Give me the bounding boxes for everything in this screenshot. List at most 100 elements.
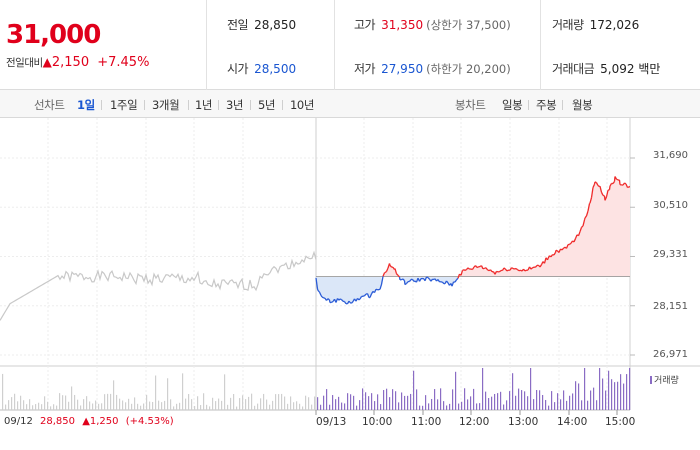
volume-bar bbox=[296, 401, 298, 410]
volume-legend: 거래량 bbox=[650, 373, 679, 386]
price-line-segment bbox=[546, 258, 549, 261]
price-line-segment bbox=[382, 272, 386, 277]
tab-3m[interactable]: 3개월 bbox=[152, 98, 180, 112]
volume-bar bbox=[317, 397, 319, 410]
volume-bar bbox=[368, 396, 370, 410]
price-line-segment bbox=[518, 269, 521, 272]
volume-bar bbox=[557, 393, 559, 410]
price-line-segment bbox=[574, 234, 578, 239]
volume-bar bbox=[566, 400, 568, 410]
price-line-segment bbox=[506, 269, 509, 272]
volume-bar bbox=[587, 400, 589, 410]
volume-bar bbox=[461, 401, 463, 410]
volume-bar bbox=[107, 393, 109, 410]
volume-bar bbox=[353, 395, 355, 410]
volume-bar bbox=[470, 396, 472, 410]
volume-bar bbox=[416, 389, 418, 410]
tab-5y[interactable]: 5년 bbox=[258, 98, 276, 112]
volume-bar bbox=[422, 405, 424, 410]
price-line-segment bbox=[401, 278, 404, 281]
price-line-segment bbox=[530, 267, 533, 270]
volume-bar bbox=[398, 402, 400, 410]
tab-10y[interactable]: 10년 bbox=[290, 98, 315, 112]
tab-3y[interactable]: 3년 bbox=[226, 98, 244, 112]
price-line-segment bbox=[464, 268, 467, 272]
above-baseline-area bbox=[383, 263, 398, 277]
price-chart[interactable]: 31,690 30,510 29,331 28,151 26,971 거래량 0… bbox=[0, 118, 700, 450]
y-tick-label: 30,510 bbox=[653, 200, 688, 211]
volume-bar bbox=[533, 399, 535, 410]
price-line-segment bbox=[515, 268, 518, 271]
volume-bar bbox=[8, 400, 10, 410]
price-line-segment bbox=[592, 184, 596, 188]
price-line-segment bbox=[555, 249, 558, 252]
volume-bar bbox=[518, 388, 520, 410]
price-line-segment bbox=[627, 186, 630, 189]
tab-1w[interactable]: 1주일 bbox=[110, 98, 138, 112]
stock-summary-header: 31,000 전일대비▲2,150 +7.45% 전일 28,850 시가 28,5… bbox=[0, 0, 700, 90]
volume-bar bbox=[230, 397, 232, 410]
volume-bar bbox=[290, 396, 292, 410]
volume-bar bbox=[326, 389, 328, 410]
volume-bar bbox=[602, 378, 604, 410]
tab-1d[interactable]: 1일 bbox=[77, 98, 95, 112]
volume-bar bbox=[491, 396, 493, 410]
volume-bar bbox=[482, 368, 484, 410]
volume-bar bbox=[374, 401, 376, 410]
volume-bar bbox=[425, 395, 427, 410]
price-line-segment bbox=[605, 190, 609, 197]
tab-divider bbox=[562, 100, 563, 110]
stat-value: 27,950 bbox=[381, 62, 424, 76]
prev-day-summary: 09/12 28,850 ▲1,250 (+4.53%) bbox=[4, 416, 174, 427]
price-line-segment bbox=[607, 189, 610, 191]
price-line-segment bbox=[583, 217, 586, 221]
stat-sub: (하한가 20,200) bbox=[426, 62, 511, 76]
price-line-segment bbox=[609, 183, 613, 187]
volume-bar bbox=[143, 403, 145, 410]
price-line-segment bbox=[511, 267, 514, 270]
volume-bar bbox=[548, 405, 550, 410]
volume-bar bbox=[227, 404, 229, 410]
volume-bar bbox=[23, 400, 25, 410]
volume-bar bbox=[611, 379, 613, 410]
price-line-segment bbox=[327, 298, 330, 301]
volume-bar bbox=[458, 403, 460, 410]
x-tick-label: 12:00 bbox=[459, 416, 490, 428]
tab-daily-candle[interactable]: 일봉 bbox=[502, 98, 523, 112]
price-line-segment bbox=[584, 215, 588, 219]
volume-bar bbox=[224, 374, 226, 410]
line-chart-label: 선차트 bbox=[34, 98, 65, 112]
price-line-segment bbox=[614, 176, 618, 180]
price-line-segment bbox=[590, 187, 594, 198]
volume-bar bbox=[347, 393, 349, 410]
price-line-segment bbox=[587, 203, 591, 212]
volume-bar bbox=[563, 390, 565, 410]
volume-bar bbox=[281, 393, 283, 410]
price-line-segment bbox=[445, 280, 449, 284]
volume-bar bbox=[44, 396, 46, 410]
volume-bar bbox=[284, 396, 286, 410]
volume-bar bbox=[437, 399, 439, 410]
volume-bar bbox=[2, 373, 4, 410]
price-line-segment bbox=[430, 278, 434, 282]
volume-bar bbox=[356, 405, 358, 410]
above-baseline-area bbox=[459, 176, 630, 277]
tab-monthly-candle[interactable]: 월봉 bbox=[572, 98, 593, 112]
tab-1y[interactable]: 1년 bbox=[195, 98, 213, 112]
volume-bar bbox=[104, 394, 106, 410]
price-line-segment bbox=[388, 263, 391, 266]
price-line-segment bbox=[488, 269, 491, 272]
volume-bar bbox=[200, 405, 202, 410]
volume-bar bbox=[605, 390, 607, 410]
price-line-segment bbox=[471, 266, 475, 270]
volume-bar bbox=[92, 403, 94, 410]
price-line-segment bbox=[535, 265, 538, 268]
price-line-segment bbox=[487, 269, 490, 272]
tab-weekly-candle[interactable]: 주봉 bbox=[536, 98, 557, 112]
price-line-segment bbox=[539, 264, 543, 268]
stat-amount: 거래대금 5,092 백만 bbox=[552, 60, 660, 77]
volume-bar bbox=[56, 405, 58, 410]
volume-bar bbox=[515, 395, 517, 410]
x-tick-label: 11:00 bbox=[411, 416, 442, 428]
price-line-segment bbox=[462, 269, 465, 272]
